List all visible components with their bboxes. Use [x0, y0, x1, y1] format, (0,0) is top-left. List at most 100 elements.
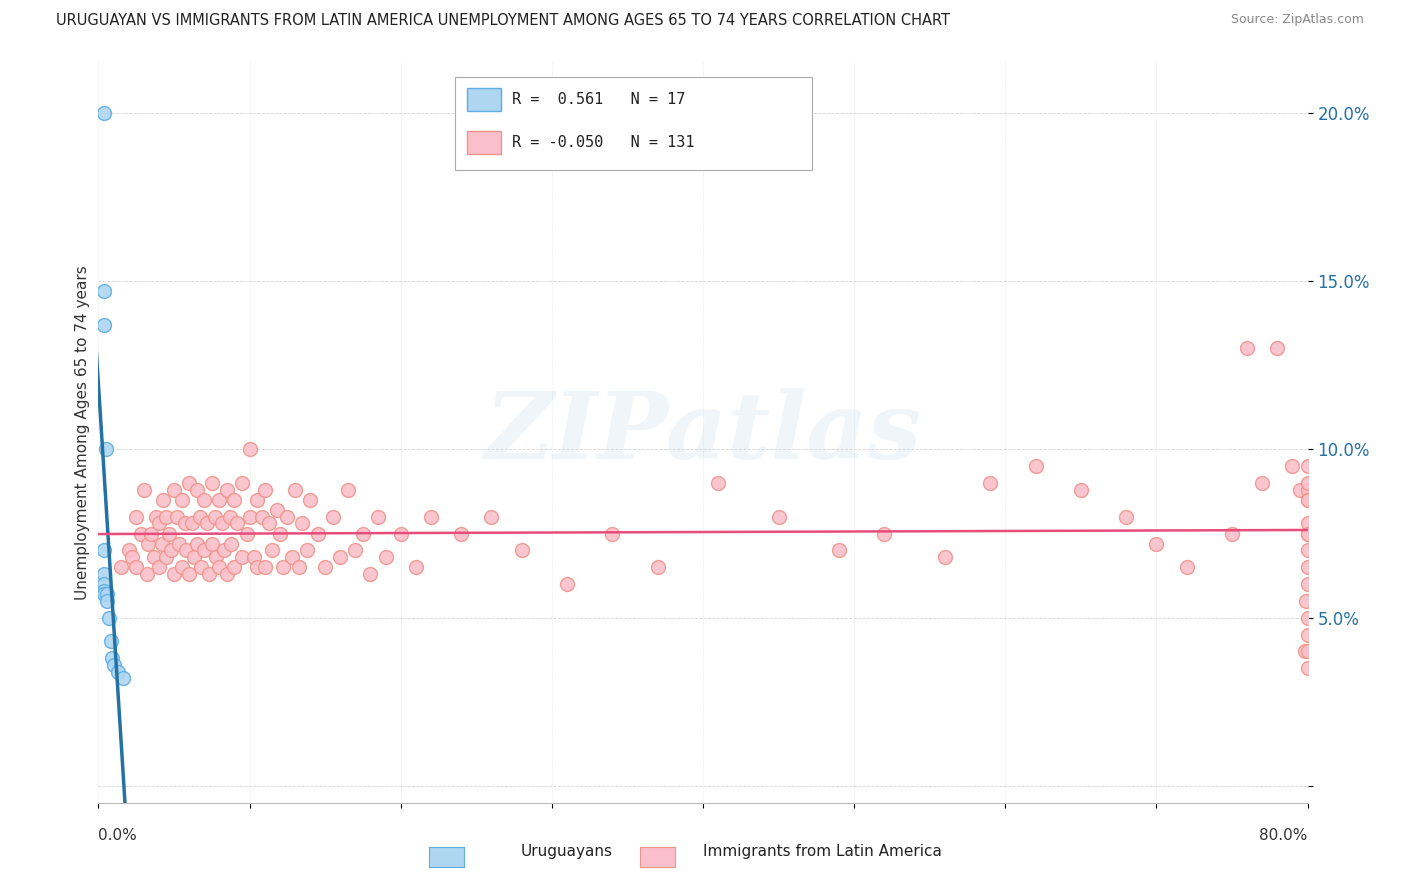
Point [193, 492, 215, 507]
Point [201, 476, 224, 491]
Point [276, 509, 298, 524]
Point [1070, 483, 1092, 497]
Point [231, 550, 253, 565]
Point [197, 566, 219, 581]
Point [141, 526, 163, 541]
Point [1267, 342, 1289, 356]
Text: Uruguayans: Uruguayans [520, 845, 612, 859]
Point [1144, 536, 1167, 550]
Point [344, 543, 367, 558]
Point [288, 560, 311, 574]
Point [148, 560, 170, 574]
Point [215, 483, 238, 497]
Point [212, 543, 235, 558]
Point [173, 516, 195, 531]
Point [93, 566, 115, 581]
Point [1296, 459, 1319, 474]
Point [281, 550, 304, 565]
Text: R = -0.050   N = 131: R = -0.050 N = 131 [512, 135, 695, 150]
Point [314, 560, 336, 574]
Point [195, 516, 218, 531]
Point [873, 526, 896, 541]
Point [93, 285, 115, 299]
Point [1296, 516, 1319, 531]
Point [148, 516, 170, 531]
Point [239, 509, 262, 524]
Point [163, 566, 186, 581]
Point [934, 550, 956, 565]
Point [269, 526, 291, 541]
Point [1281, 459, 1303, 474]
Point [166, 509, 188, 524]
Point [253, 560, 276, 574]
Point [100, 634, 122, 648]
Point [136, 536, 159, 550]
Point [174, 543, 197, 558]
Point [93, 106, 115, 120]
Point [707, 476, 730, 491]
Point [1295, 594, 1317, 608]
Point [145, 509, 167, 524]
Point [150, 536, 173, 550]
Point [179, 476, 201, 491]
Point [1296, 661, 1319, 675]
Point [367, 509, 389, 524]
Point [481, 509, 503, 524]
Text: Immigrants from Latin America: Immigrants from Latin America [703, 845, 942, 859]
Text: 0.0%: 0.0% [98, 828, 138, 843]
Point [555, 577, 578, 591]
Point [1236, 342, 1258, 356]
Point [125, 560, 148, 574]
Point [510, 543, 533, 558]
Point [205, 550, 228, 565]
Point [226, 516, 249, 531]
FancyBboxPatch shape [456, 78, 811, 169]
Point [1296, 577, 1319, 591]
Text: ZIPatlas: ZIPatlas [485, 388, 921, 477]
Point [129, 526, 152, 541]
Point [170, 560, 193, 574]
Point [266, 503, 288, 517]
Text: R =  0.561   N = 17: R = 0.561 N = 17 [512, 92, 685, 107]
Point [96, 587, 118, 601]
Point [190, 560, 212, 574]
Text: URUGUAYAN VS IMMIGRANTS FROM LATIN AMERICA UNEMPLOYMENT AMONG AGES 65 TO 74 YEAR: URUGUAYAN VS IMMIGRANTS FROM LATIN AMERI… [56, 13, 950, 29]
Point [246, 560, 269, 574]
Point [307, 526, 329, 541]
Point [450, 526, 472, 541]
Point [98, 610, 121, 624]
Point [1296, 543, 1319, 558]
Point [250, 509, 273, 524]
Point [979, 476, 1001, 491]
Point [208, 560, 231, 574]
Point [1296, 610, 1319, 624]
Point [1296, 644, 1319, 658]
Point [768, 509, 790, 524]
Point [231, 476, 253, 491]
Point [152, 492, 174, 507]
Point [211, 516, 233, 531]
Point [389, 526, 412, 541]
Point [1289, 483, 1312, 497]
Point [420, 509, 443, 524]
Point [118, 543, 141, 558]
Point [235, 526, 257, 541]
Point [186, 483, 208, 497]
Text: 80.0%: 80.0% [1260, 828, 1308, 843]
Point [322, 509, 344, 524]
Point [179, 566, 201, 581]
Point [204, 509, 226, 524]
Point [374, 550, 396, 565]
Point [224, 560, 246, 574]
Point [215, 566, 238, 581]
Point [299, 492, 322, 507]
Point [183, 550, 205, 565]
Point [93, 543, 115, 558]
Point [224, 492, 246, 507]
Point [1024, 459, 1046, 474]
Point [107, 665, 129, 679]
Point [163, 483, 186, 497]
Point [121, 550, 143, 565]
Point [160, 543, 183, 558]
Point [1115, 509, 1137, 524]
